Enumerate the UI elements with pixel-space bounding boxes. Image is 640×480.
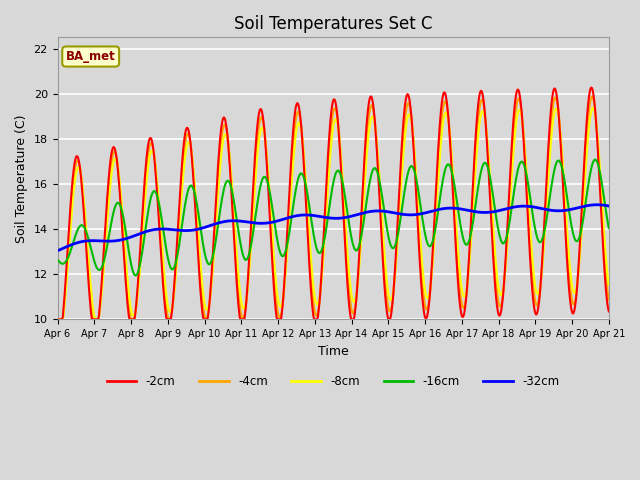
Text: BA_met: BA_met xyxy=(66,50,116,63)
Y-axis label: Soil Temperature (C): Soil Temperature (C) xyxy=(15,114,28,242)
X-axis label: Time: Time xyxy=(318,345,349,358)
Legend: -2cm, -4cm, -8cm, -16cm, -32cm: -2cm, -4cm, -8cm, -16cm, -32cm xyxy=(102,370,564,393)
Title: Soil Temperatures Set C: Soil Temperatures Set C xyxy=(234,15,433,33)
